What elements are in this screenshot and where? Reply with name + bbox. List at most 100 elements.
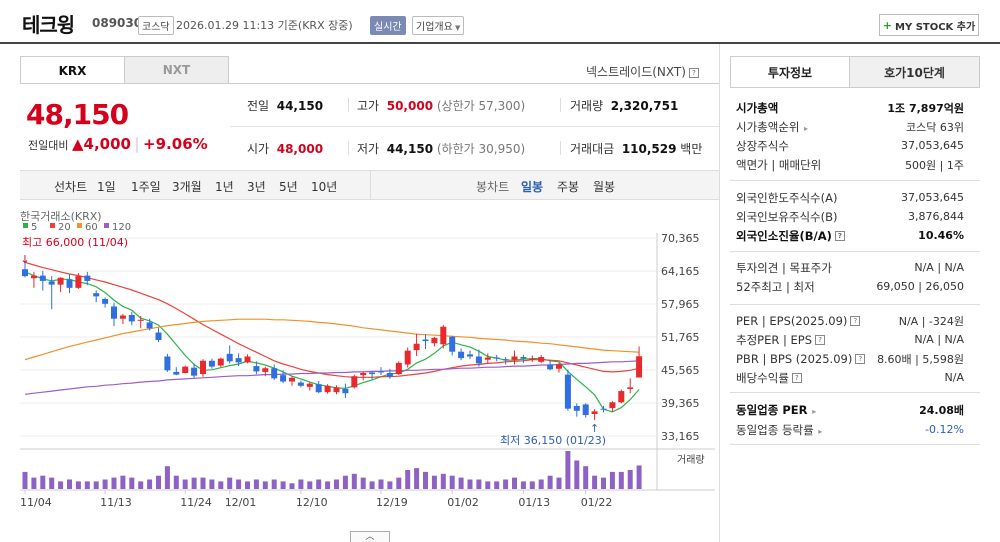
info-row-label: 액면가 | 매매단위	[736, 157, 822, 172]
info-row: 52주최고 | 최저 69,050 | 26,050	[736, 277, 964, 296]
help-icon[interactable]: ?	[850, 316, 861, 326]
candle-body	[128, 314, 135, 322]
prev-compare-label: 전일대비	[28, 139, 69, 152]
candle-body	[431, 337, 438, 344]
volume-bar	[627, 470, 633, 489]
volume-bar	[271, 479, 277, 489]
low-annotation: 최저 36,150 (01/23)	[500, 434, 606, 447]
tab-invest-info[interactable]: 투자정보	[730, 56, 850, 88]
company-info-dropdown[interactable]: 기업개요 ▼	[412, 16, 465, 35]
volume-bar	[289, 483, 295, 489]
price-chart[interactable]: 한국거래소(KRX) 5 20 60 120 최고 66,000 (11/04) ↓ 최저…	[20, 205, 715, 517]
volume-bar	[449, 475, 455, 489]
help-icon[interactable]: ?	[834, 231, 845, 241]
info-row: 추정PER | EPS? N/A | N/A	[736, 330, 964, 349]
candle-body	[102, 299, 109, 304]
candle-body	[280, 375, 287, 382]
period-1d-button[interactable]: 1일	[97, 180, 116, 194]
volume-bar	[396, 477, 402, 489]
tab-nxt[interactable]: NXT	[124, 56, 229, 84]
tab-underline	[730, 87, 980, 88]
candle-body	[511, 356, 518, 360]
info-row-label: 투자의견 | 목표주가	[736, 260, 832, 275]
x-tick-label: 12/19	[376, 496, 408, 509]
weekly-button[interactable]: 주봉	[557, 180, 580, 194]
tab-order-book-10[interactable]: 호가10단계	[849, 56, 980, 88]
volume-bar	[111, 477, 117, 489]
y-tick-label: 57,965	[661, 298, 700, 311]
period-3m-button[interactable]: 3개월	[172, 180, 202, 194]
candle-body	[235, 358, 242, 363]
volume-value: 2,320,751	[610, 99, 679, 113]
volume-bar	[67, 479, 72, 489]
high-annotation: 최고 66,000 (11/04)	[22, 236, 128, 249]
arrow-up-icon: ↑	[590, 422, 599, 435]
high-price: 고가 50,000 (상한가 57,300)	[357, 97, 525, 114]
volume-bar	[164, 466, 170, 489]
volume-bar	[200, 477, 206, 489]
daily-button[interactable]: 일봉	[521, 180, 544, 194]
arrow-right-icon[interactable]: ▸	[801, 123, 809, 133]
period-1y-button[interactable]: 1년	[215, 180, 234, 194]
candle-body	[618, 391, 625, 403]
chevron-down-icon: ▼	[452, 24, 461, 32]
period-10y-button[interactable]: 10년	[311, 180, 338, 194]
help-icon[interactable]: ?	[791, 373, 802, 383]
help-icon[interactable]: ?	[815, 335, 826, 345]
candle-body	[636, 356, 643, 378]
period-5y-button[interactable]: 5년	[279, 180, 298, 194]
volume-bar	[592, 475, 598, 489]
info-row-value: 코스닥 63위	[906, 120, 964, 134]
volume-bar	[529, 481, 535, 489]
y-tick-label: 51,765	[661, 331, 700, 344]
period-3y-button[interactable]: 3년	[247, 180, 266, 194]
x-tick-label: 01/13	[518, 496, 550, 509]
realtime-button[interactable]: 실시간	[370, 16, 406, 35]
volume-bar	[369, 481, 375, 489]
nxt-link-label: 넥스트레이드(NXT)	[586, 65, 686, 79]
tab-krx[interactable]: KRX	[20, 56, 125, 84]
volume-bar	[360, 477, 366, 489]
candle-body	[164, 356, 171, 371]
volume-bar	[342, 475, 348, 489]
quote-datetime: 2026.01.29 11:13 기준(KRX 장중)	[176, 19, 353, 32]
info-row-value: 37,053,645	[901, 191, 964, 204]
low-price: 저가 44,150 (하한가 30,950)	[357, 140, 525, 157]
candle-body	[93, 293, 100, 297]
candle-body	[369, 372, 376, 375]
my-stock-add-button[interactable]: + MY STOCK 추가	[879, 14, 979, 36]
candle-body	[422, 339, 429, 342]
line-chart-button[interactable]: 선차트	[54, 180, 88, 194]
current-price: 48,150	[26, 98, 129, 131]
candle-body	[66, 279, 73, 288]
arrow-right-icon[interactable]: ▸	[809, 406, 817, 416]
candle-body	[547, 364, 554, 370]
x-tick-label: 12/10	[296, 496, 328, 509]
candle-body	[413, 343, 420, 351]
help-icon[interactable]: ?	[855, 354, 866, 364]
candle-body	[155, 332, 162, 341]
volume-bar	[520, 481, 526, 489]
volume-bar	[556, 477, 562, 489]
period-1w-button[interactable]: 1주일	[131, 180, 161, 194]
legend-label: 60	[85, 222, 98, 233]
volume-bar	[431, 475, 437, 489]
volume-bar	[378, 479, 384, 489]
volume-bar	[467, 479, 473, 489]
volume-bar	[191, 477, 197, 489]
candle-body	[57, 277, 64, 285]
arrow-right-icon[interactable]: ▸	[815, 426, 823, 436]
monthly-button[interactable]: 월봉	[593, 180, 616, 194]
info-row-value: 37,053,645	[901, 139, 964, 152]
candle-body	[226, 353, 233, 362]
candle-body	[378, 371, 384, 373]
candle-body	[475, 356, 482, 364]
nxt-link[interactable]: 넥스트레이드(NXT)?	[586, 63, 699, 80]
volume-bar	[636, 465, 642, 489]
info-row: 상장주식수 37,053,645	[736, 136, 964, 155]
stock-name: 테크윙	[22, 13, 75, 37]
price-change: 전일대비 ▲4,000 | +9.06%	[28, 135, 208, 153]
volume-bar	[316, 479, 322, 489]
collapse-chevron-icon[interactable]: ︿	[350, 531, 390, 542]
help-icon[interactable]: ?	[688, 67, 699, 78]
